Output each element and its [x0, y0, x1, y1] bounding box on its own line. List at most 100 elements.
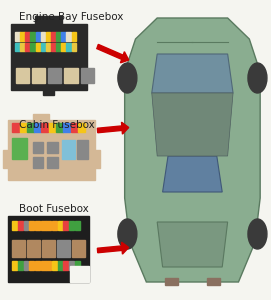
Bar — [64, 68, 78, 83]
Bar — [35, 16, 62, 24]
FancyArrow shape — [97, 122, 129, 134]
Ellipse shape — [118, 63, 137, 93]
Bar — [63, 123, 70, 132]
Bar — [56, 32, 61, 41]
Text: Engine Bay Fusebox: Engine Bay Fusebox — [19, 12, 123, 22]
Bar — [207, 278, 220, 285]
Bar — [52, 220, 57, 230]
Bar — [41, 32, 45, 41]
Bar — [58, 220, 63, 230]
Bar — [27, 240, 40, 256]
Bar — [78, 123, 85, 132]
Polygon shape — [152, 93, 233, 156]
Bar — [72, 43, 76, 51]
Bar — [41, 123, 48, 132]
Bar — [66, 32, 71, 41]
Bar — [75, 220, 80, 230]
Bar — [20, 43, 25, 51]
Bar — [66, 43, 71, 51]
Bar — [11, 24, 87, 90]
Bar — [33, 114, 49, 120]
Ellipse shape — [118, 219, 137, 249]
Bar — [42, 240, 55, 256]
Polygon shape — [157, 222, 228, 267]
Bar — [43, 90, 54, 95]
Bar — [61, 32, 66, 41]
Bar — [18, 220, 23, 230]
Bar — [8, 120, 95, 180]
Bar — [20, 32, 25, 41]
Bar — [46, 220, 51, 230]
Bar — [63, 220, 68, 230]
Bar — [24, 220, 28, 230]
Bar — [30, 43, 35, 51]
Bar — [47, 157, 58, 168]
Bar — [36, 43, 40, 51]
Bar — [36, 32, 40, 41]
Bar — [41, 43, 45, 51]
Bar — [8, 216, 89, 282]
Polygon shape — [152, 54, 233, 93]
Bar — [41, 261, 46, 270]
Bar — [46, 32, 50, 41]
Bar — [56, 43, 61, 51]
Bar — [71, 123, 78, 132]
Polygon shape — [125, 18, 260, 282]
Bar — [34, 123, 41, 132]
Bar — [165, 278, 178, 285]
Bar — [49, 123, 56, 132]
Bar — [58, 261, 63, 270]
Bar — [72, 32, 76, 41]
Bar — [41, 220, 46, 230]
Bar — [63, 261, 68, 270]
Text: Boot Fusebox: Boot Fusebox — [19, 204, 89, 214]
Bar — [61, 43, 66, 51]
Bar — [62, 140, 75, 159]
Bar — [72, 240, 85, 256]
Bar — [95, 150, 100, 168]
Bar — [24, 261, 28, 270]
Bar — [25, 32, 30, 41]
Bar — [20, 123, 26, 132]
Bar — [29, 261, 34, 270]
Bar — [35, 220, 40, 230]
Bar — [30, 32, 35, 41]
Bar — [25, 43, 30, 51]
Bar — [56, 123, 63, 132]
Bar — [3, 150, 8, 168]
Bar — [33, 142, 43, 153]
Bar — [12, 240, 25, 256]
Ellipse shape — [248, 63, 267, 93]
Bar — [46, 261, 51, 270]
Bar — [47, 142, 58, 153]
Bar — [12, 261, 17, 270]
Bar — [81, 68, 94, 83]
Bar — [29, 220, 34, 230]
Bar — [35, 261, 40, 270]
Bar — [15, 32, 20, 41]
Bar — [69, 220, 74, 230]
Bar — [69, 261, 74, 270]
Bar — [33, 157, 43, 168]
Bar — [12, 220, 17, 230]
Bar — [51, 32, 56, 41]
Bar — [51, 43, 56, 51]
Bar — [15, 43, 20, 51]
Text: Cabin Fusebox: Cabin Fusebox — [19, 120, 95, 130]
Bar — [12, 138, 27, 159]
Bar — [52, 261, 57, 270]
Ellipse shape — [248, 219, 267, 249]
Bar — [46, 43, 50, 51]
Bar — [12, 123, 19, 132]
Polygon shape — [163, 156, 222, 192]
Bar — [75, 261, 80, 270]
FancyArrow shape — [97, 44, 129, 63]
Bar — [18, 261, 23, 270]
Bar — [48, 68, 61, 83]
Bar — [16, 68, 29, 83]
Bar — [27, 123, 34, 132]
Bar — [70, 266, 89, 282]
Bar — [32, 68, 45, 83]
Bar — [77, 140, 88, 159]
FancyArrow shape — [97, 242, 129, 254]
